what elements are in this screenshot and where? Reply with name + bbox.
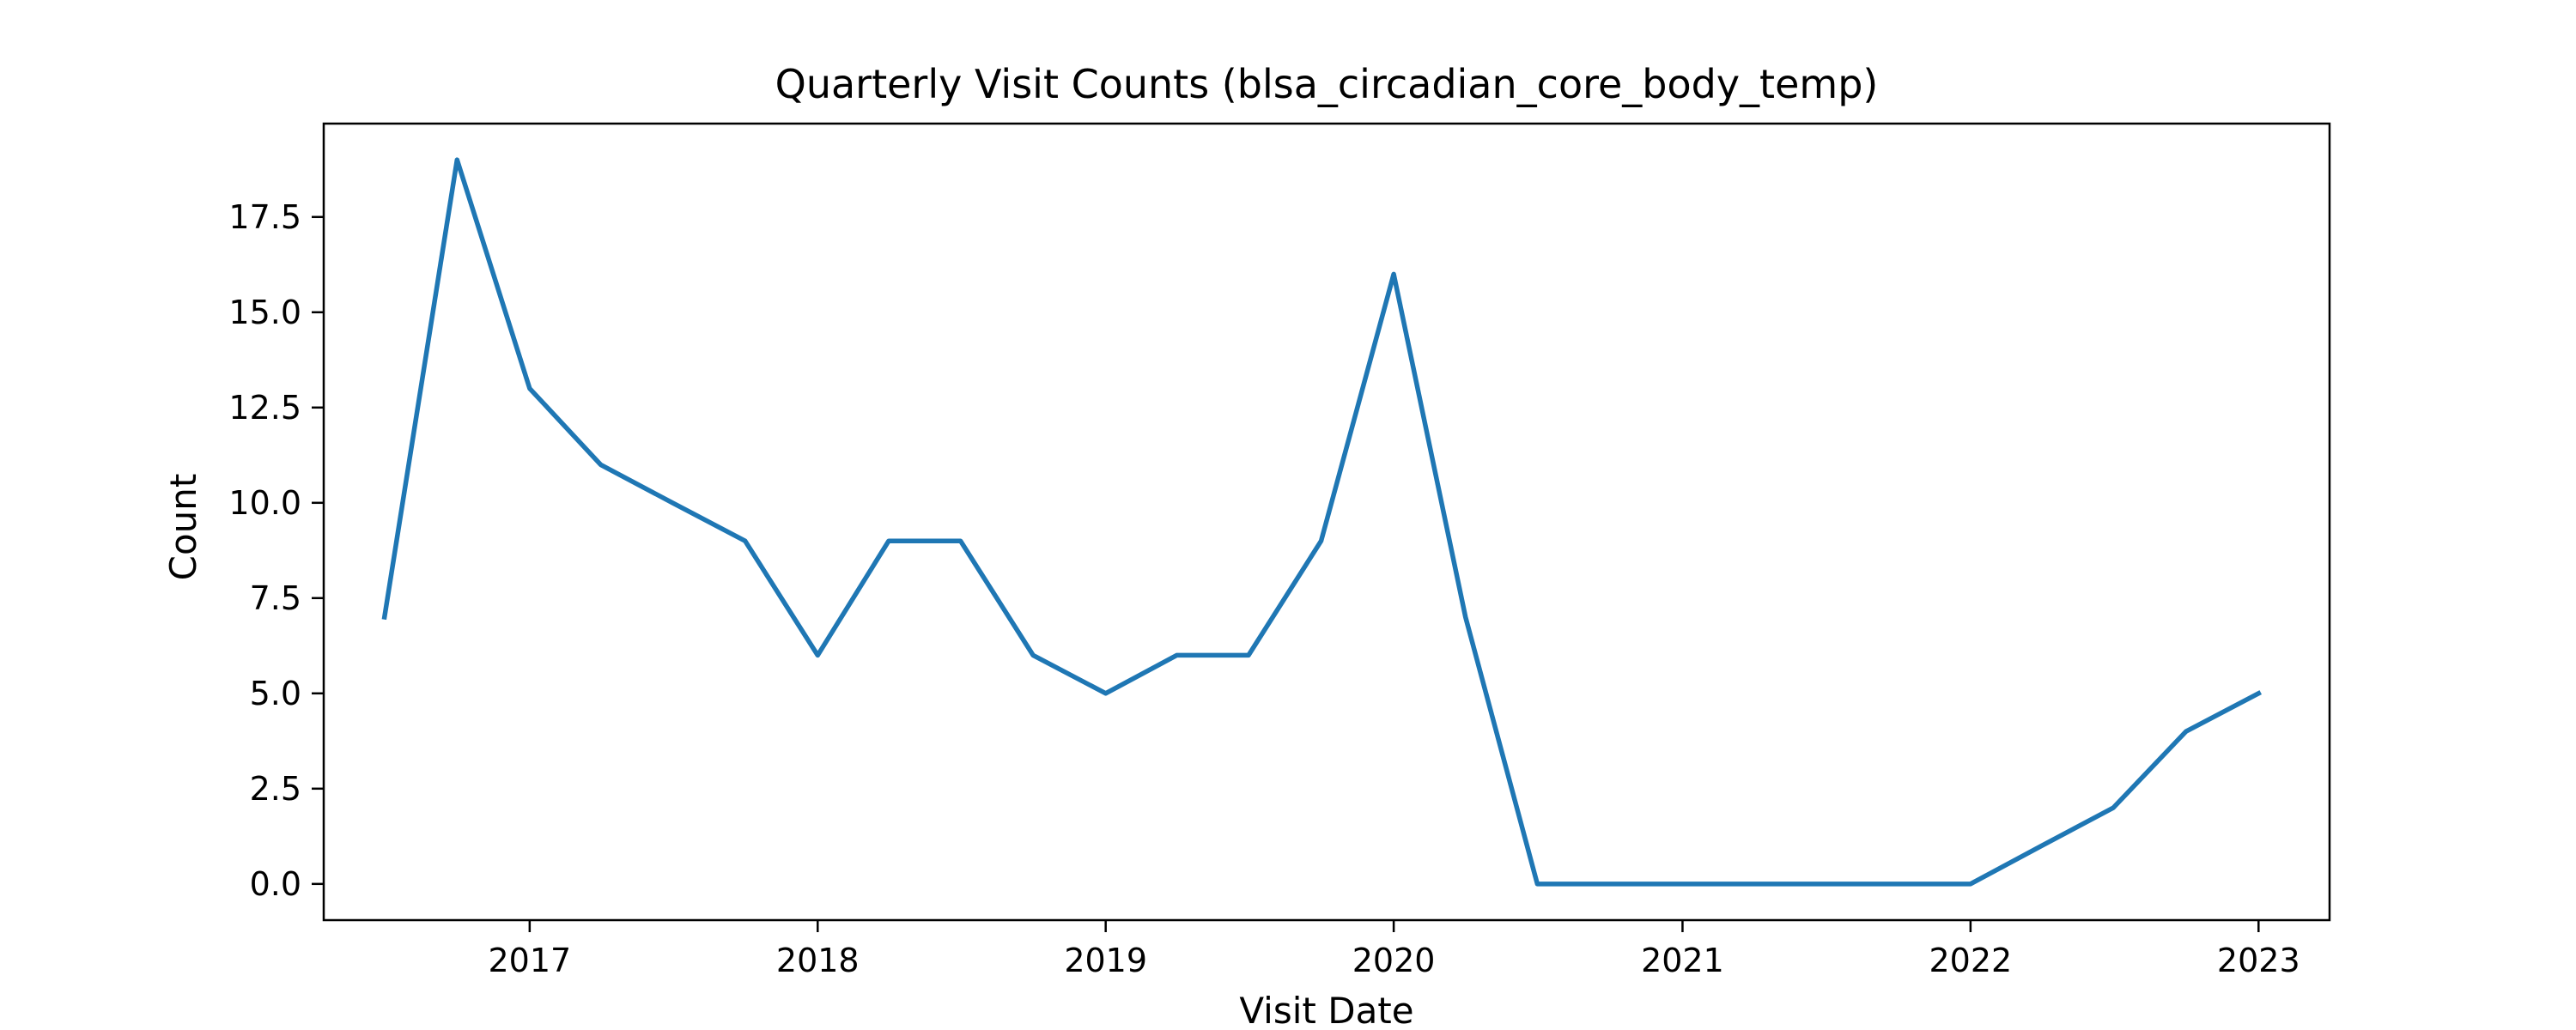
y-tick-label: 17.5	[228, 198, 301, 236]
y-tick-label: 15.0	[228, 294, 301, 331]
y-tick-label: 0.0	[250, 865, 301, 903]
x-tick-label: 2018	[776, 942, 860, 979]
plot-area: 2017 2018 2019 2020 2021 2022 2023 0.0 2.5 5.0 7.5…	[228, 122, 2331, 979]
plot-frame	[322, 122, 2331, 922]
y-tick-label: 10.0	[228, 484, 301, 522]
x-tick-label: 2020	[1352, 942, 1436, 979]
series-line-0	[381, 157, 2263, 887]
x-tick-label: 2017	[488, 942, 571, 979]
y-tick-label: 12.5	[228, 389, 301, 427]
x-tick-label: 2022	[1929, 942, 2013, 979]
y-tick-label: 2.5	[250, 770, 301, 808]
x-axis-label: Visit Date	[1239, 990, 1413, 1030]
x-tick-label: 2019	[1064, 942, 1147, 979]
y-tick-label: 7.5	[250, 579, 301, 617]
chart-title: Quarterly Visit Counts (blsa_circadian_c…	[775, 61, 1879, 107]
x-tick-label: 2021	[1641, 942, 1724, 979]
y-tick-label: 5.0	[250, 675, 301, 712]
y-axis-label: Count	[162, 474, 204, 581]
x-tick-label: 2023	[2217, 942, 2300, 979]
